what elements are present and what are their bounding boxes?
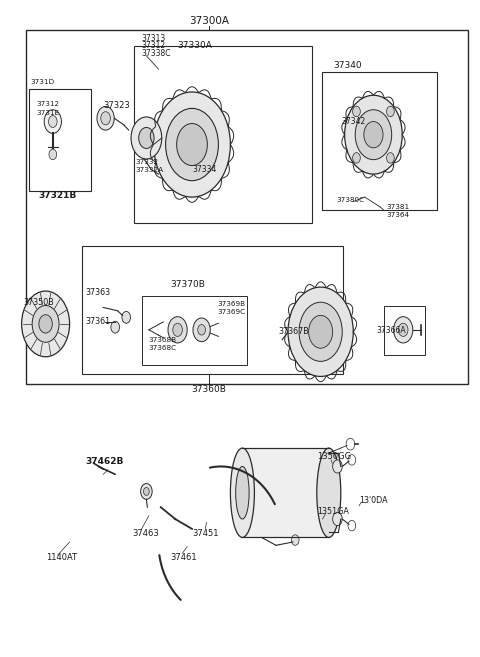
Ellipse shape bbox=[317, 448, 341, 537]
Text: 37366A: 37366A bbox=[376, 326, 406, 335]
Text: 37360B: 37360B bbox=[192, 385, 226, 394]
Circle shape bbox=[177, 124, 207, 166]
Text: 37368B: 37368B bbox=[149, 337, 177, 344]
Text: 37342: 37342 bbox=[342, 117, 366, 126]
Circle shape bbox=[364, 122, 383, 148]
Text: 37368C: 37368C bbox=[149, 345, 177, 351]
Circle shape bbox=[141, 484, 152, 499]
Ellipse shape bbox=[236, 466, 249, 519]
Bar bbox=[29, 89, 91, 191]
Circle shape bbox=[345, 95, 402, 174]
Text: 37300A: 37300A bbox=[189, 16, 229, 26]
Text: 37321B: 37321B bbox=[38, 191, 77, 200]
Text: 37463: 37463 bbox=[132, 529, 159, 538]
Circle shape bbox=[291, 535, 299, 545]
Text: 37367B: 37367B bbox=[278, 327, 309, 336]
Circle shape bbox=[101, 112, 110, 125]
Circle shape bbox=[48, 116, 57, 127]
Text: 37462B: 37462B bbox=[85, 457, 124, 466]
Circle shape bbox=[44, 110, 61, 133]
Circle shape bbox=[386, 152, 394, 163]
Circle shape bbox=[166, 108, 218, 181]
Text: 1140AT: 1140AT bbox=[46, 553, 77, 562]
Circle shape bbox=[173, 323, 182, 336]
Circle shape bbox=[386, 106, 394, 117]
Circle shape bbox=[353, 106, 360, 117]
Text: 37332A: 37332A bbox=[135, 166, 164, 173]
Bar bbox=[82, 246, 343, 374]
Text: 3731D: 3731D bbox=[30, 79, 54, 85]
Circle shape bbox=[333, 460, 342, 473]
Text: 37370B: 37370B bbox=[170, 280, 205, 289]
Circle shape bbox=[122, 311, 131, 323]
Bar bbox=[322, 72, 437, 210]
Text: 37451: 37451 bbox=[192, 529, 218, 538]
Bar bbox=[242, 448, 329, 537]
Circle shape bbox=[111, 321, 120, 333]
Ellipse shape bbox=[230, 448, 254, 537]
Text: 37332: 37332 bbox=[135, 158, 158, 165]
Text: 37364: 37364 bbox=[387, 212, 410, 218]
Circle shape bbox=[193, 318, 210, 342]
Text: 3731E: 3731E bbox=[36, 110, 59, 116]
Bar bbox=[384, 306, 425, 355]
Text: 37381: 37381 bbox=[387, 204, 410, 210]
Circle shape bbox=[32, 306, 59, 342]
Text: 13'0DA: 13'0DA bbox=[359, 496, 388, 505]
Circle shape bbox=[144, 487, 149, 495]
Text: 37461: 37461 bbox=[170, 553, 197, 562]
Text: 1351GA: 1351GA bbox=[317, 507, 348, 516]
Text: 37361: 37361 bbox=[85, 317, 110, 327]
Bar bbox=[26, 30, 468, 384]
Text: 37313: 37313 bbox=[142, 34, 166, 43]
Text: 37330A: 37330A bbox=[178, 41, 213, 51]
Text: 37338C: 37338C bbox=[142, 49, 171, 58]
Circle shape bbox=[22, 291, 70, 357]
Circle shape bbox=[198, 325, 205, 335]
Text: 1350GG: 1350GG bbox=[317, 452, 351, 461]
Text: 37380C: 37380C bbox=[336, 197, 364, 204]
Circle shape bbox=[49, 149, 57, 160]
Circle shape bbox=[97, 106, 114, 130]
Text: 37369C: 37369C bbox=[217, 309, 245, 315]
Circle shape bbox=[309, 315, 333, 348]
Circle shape bbox=[299, 302, 342, 361]
Text: 37312: 37312 bbox=[142, 41, 166, 51]
Text: 37363: 37363 bbox=[85, 288, 110, 297]
Circle shape bbox=[394, 317, 413, 343]
Circle shape bbox=[333, 512, 342, 526]
Text: 37350B: 37350B bbox=[23, 298, 54, 307]
Bar bbox=[134, 46, 312, 223]
Circle shape bbox=[398, 323, 408, 336]
Text: 37323: 37323 bbox=[103, 101, 130, 110]
Circle shape bbox=[288, 287, 353, 376]
Circle shape bbox=[154, 92, 230, 197]
Text: 37340: 37340 bbox=[334, 61, 362, 70]
Circle shape bbox=[355, 110, 392, 160]
Circle shape bbox=[353, 152, 360, 163]
Text: 37312: 37312 bbox=[36, 101, 59, 107]
Circle shape bbox=[39, 315, 52, 333]
Circle shape bbox=[131, 117, 162, 159]
Circle shape bbox=[168, 317, 187, 343]
Bar bbox=[142, 296, 247, 365]
Circle shape bbox=[139, 127, 154, 148]
Text: 37369B: 37369B bbox=[217, 301, 245, 307]
Text: 37334: 37334 bbox=[192, 165, 216, 174]
